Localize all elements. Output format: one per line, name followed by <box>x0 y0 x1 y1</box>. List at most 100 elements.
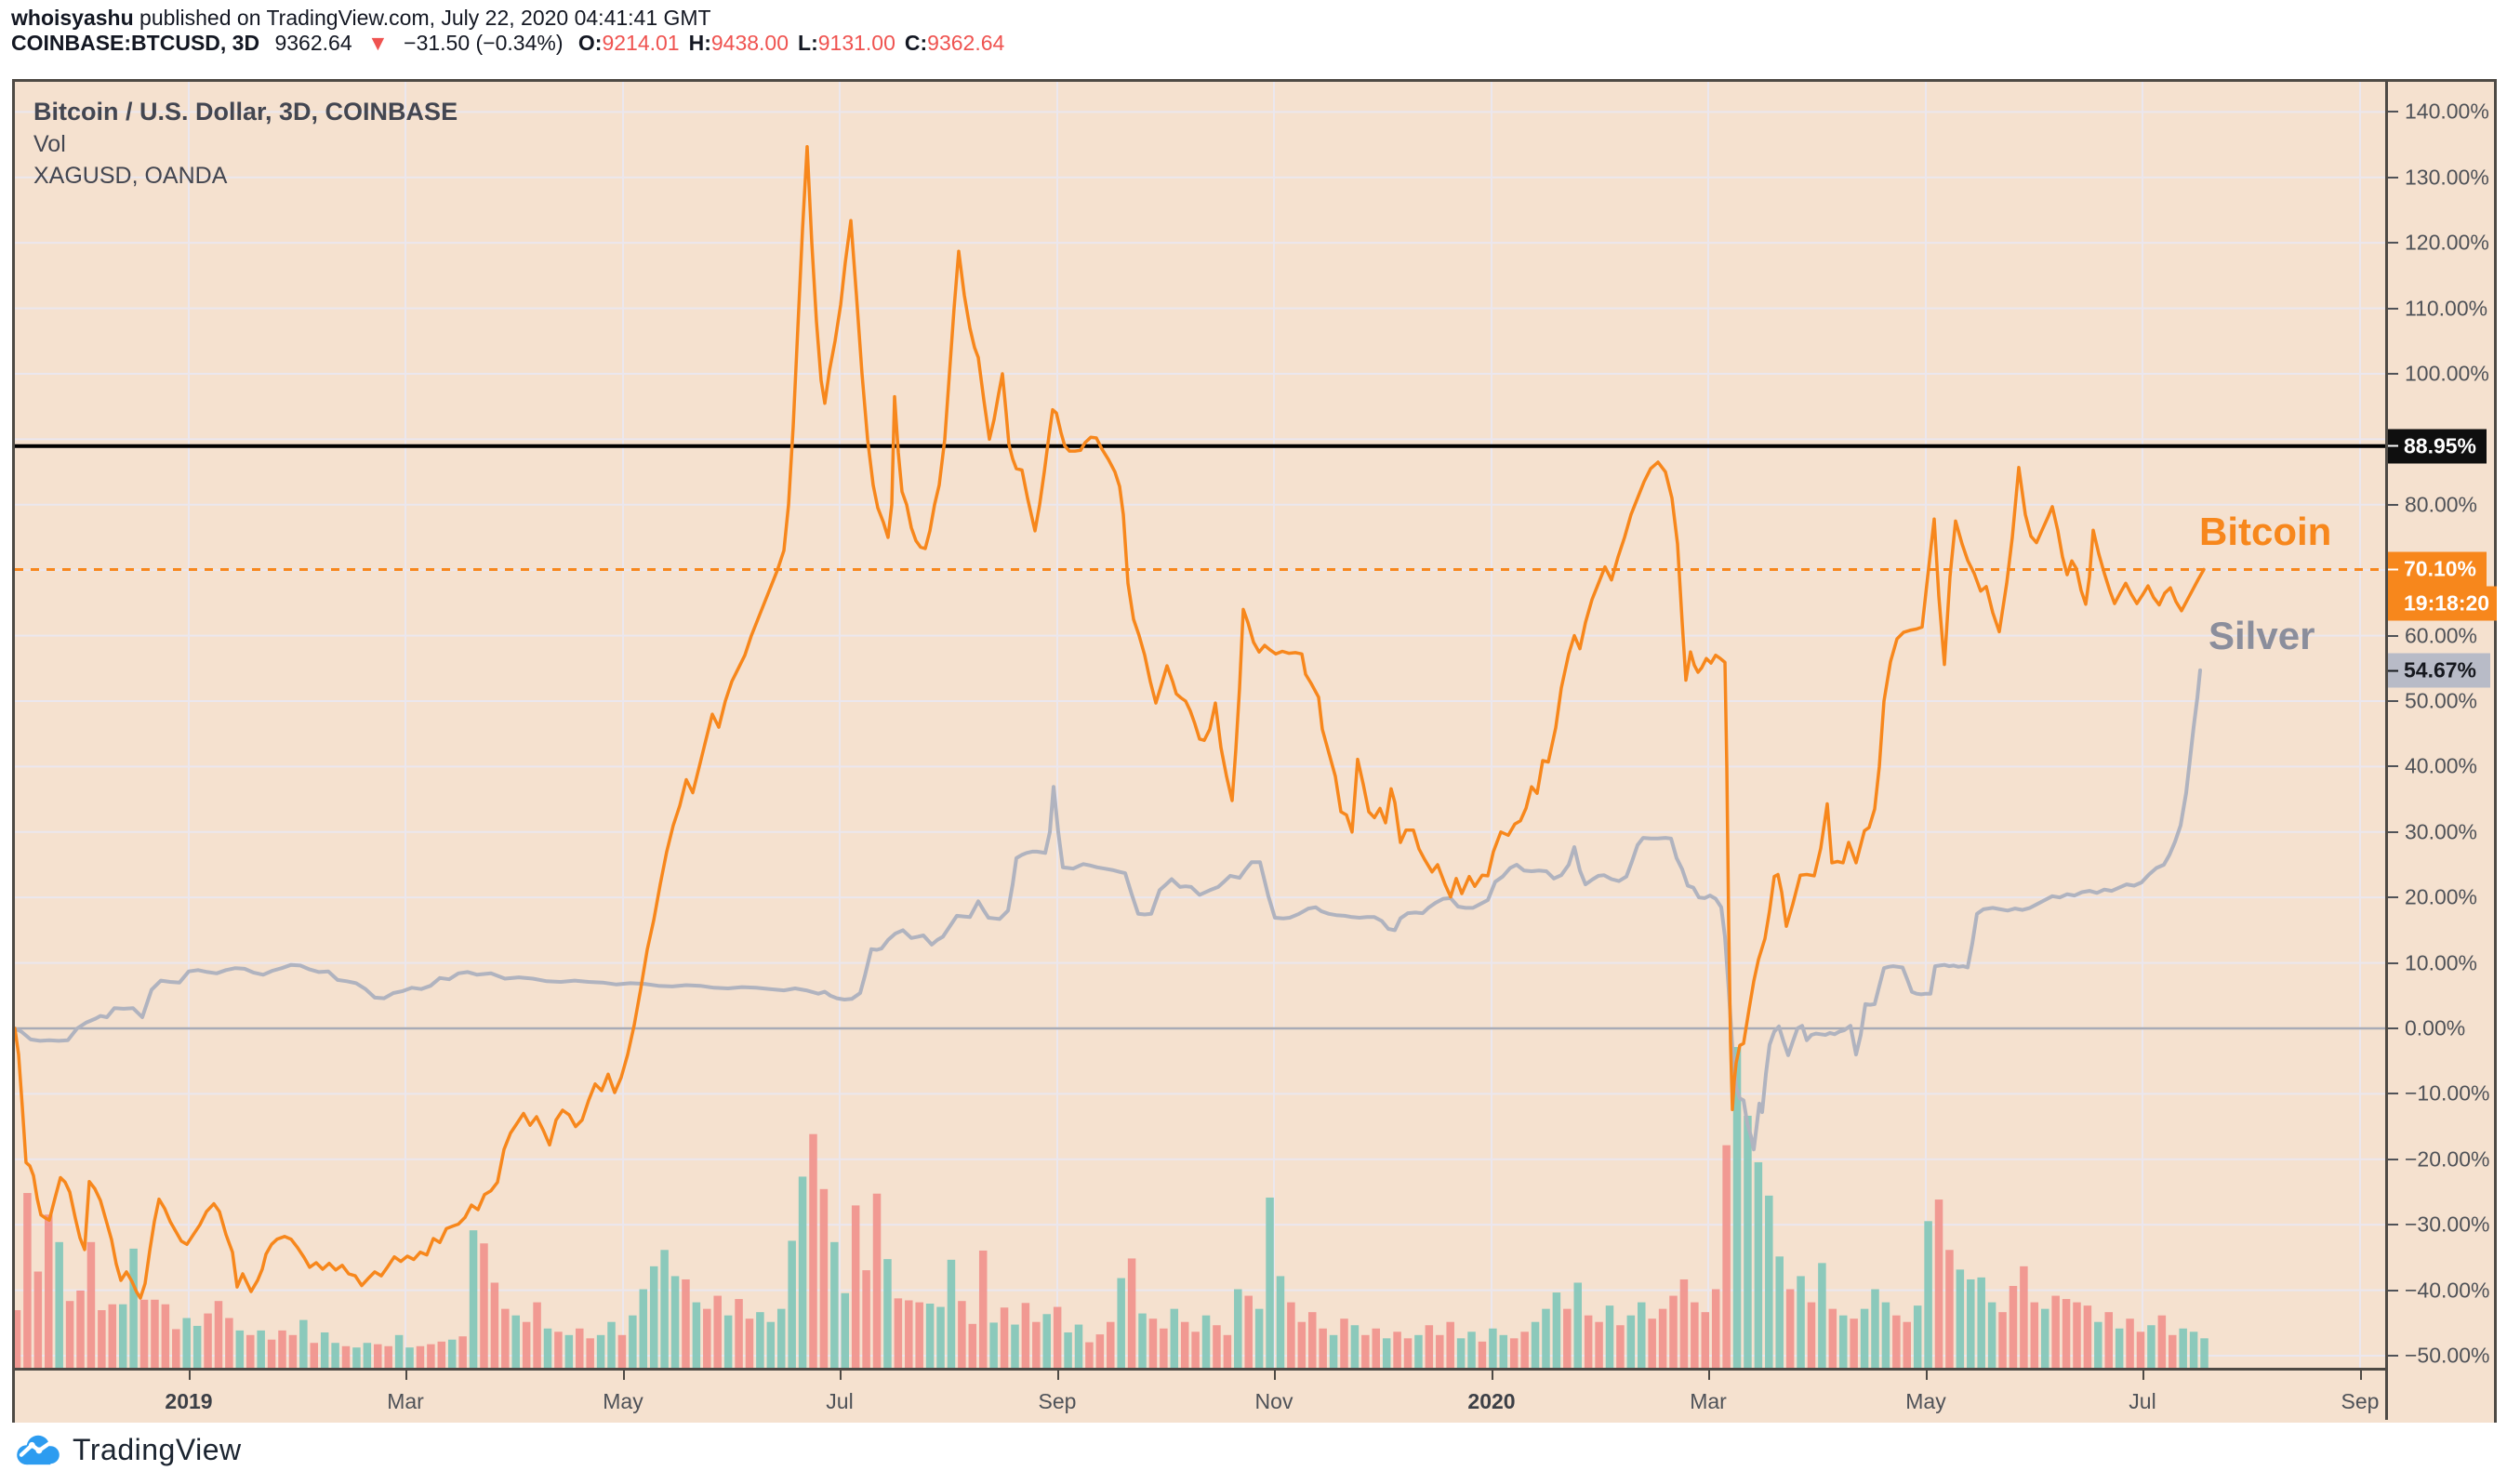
bar-countdown: 19:18:20 <box>2388 586 2497 621</box>
volume-bar-up <box>607 1321 616 1368</box>
chart-canvas[interactable] <box>15 82 2385 1368</box>
volume-bar-down <box>1053 1306 1062 1368</box>
volume-bar-up <box>1626 1315 1636 1368</box>
volume-bar-down <box>1403 1338 1413 1368</box>
price-axis-tick-label: 20.00% <box>2405 884 2478 909</box>
time-axis-month-label: Jul <box>826 1389 854 1413</box>
volume-bar-up <box>2147 1325 2155 1368</box>
volume-bar-up <box>1871 1289 1879 1368</box>
volume-bar-up <box>1797 1276 1805 1368</box>
volume-bar-up <box>394 1334 404 1368</box>
volume-bar-down <box>1287 1302 1295 1368</box>
legend-volume-study: Vol <box>33 131 66 157</box>
volume-bar-down <box>851 1205 860 1368</box>
volume-bar-up <box>1329 1334 1338 1368</box>
volume-bar-up <box>564 1334 574 1368</box>
volume-bar-down <box>1213 1325 1221 1368</box>
volume-bar-down <box>161 1304 170 1368</box>
volume-bar-down <box>1160 1328 1168 1368</box>
volume-bar-up <box>1170 1308 1179 1368</box>
time-tick-mark <box>1492 1371 1493 1380</box>
price-tick-mark <box>2388 503 2398 506</box>
price-axis-tick-label: −10.00% <box>2405 1080 2490 1106</box>
volume-bar-up <box>405 1347 414 1368</box>
ohlc-value: 9438.00 <box>710 31 789 55</box>
volume-bar-down <box>108 1304 117 1368</box>
chart-plot-area[interactable] <box>15 82 2385 1368</box>
price-axis[interactable]: 140.00% 130.00% 120.00% 110.00% 100.00% 80.00… <box>2385 82 2497 1420</box>
volume-bar-up <box>1754 1161 1763 1368</box>
time-tick-mark <box>189 1371 191 1380</box>
legend-main-symbol: Bitcoin / U.S. Dollar, 3D, COINBASE <box>33 98 458 126</box>
time-axis-month-label: Jul <box>2129 1389 2156 1413</box>
price-axis-tick-label: 40.00% <box>2405 753 2478 778</box>
chart-legend: Bitcoin / U.S. Dollar, 3D, COINBASE Vol … <box>33 95 458 192</box>
volume-bar-down <box>65 1301 74 1368</box>
volume-bar-down <box>2009 1286 2018 1368</box>
volume-bar-up <box>1638 1302 1646 1368</box>
volume-bar-up <box>55 1241 63 1368</box>
volume-bar-down <box>1850 1318 1858 1368</box>
volume-bar-up <box>129 1248 138 1368</box>
volume-bar-down <box>374 1344 382 1368</box>
time-axis[interactable]: 2019 Mar May Jul Sep Nov 2020 Mar May Jul Sep <box>15 1368 2494 1423</box>
volume-bar-down <box>245 1334 255 1368</box>
price-tick-mark <box>2388 1354 2398 1357</box>
volume-bar-down <box>2083 1305 2092 1368</box>
volume-bar-down <box>2169 1334 2177 1368</box>
volume-bar-up <box>2189 1332 2198 1368</box>
publish-byline: whoisyashu published on TradingView.com,… <box>11 6 711 31</box>
tradingview-branding[interactable]: TradingView <box>13 1432 242 1467</box>
volume-bar-down <box>1903 1321 1912 1368</box>
volume-bar-up <box>543 1328 552 1368</box>
volume-bar-down <box>2062 1299 2071 1368</box>
volume-bar-down <box>1701 1312 1710 1368</box>
volume-bar-up <box>1042 1314 1051 1368</box>
volume-bar-down <box>1658 1308 1667 1368</box>
volume-bar-up <box>1499 1334 1508 1368</box>
time-tick-mark <box>1926 1371 1928 1380</box>
volume-bar-down <box>1223 1334 1232 1368</box>
volume-bar-up <box>692 1302 701 1368</box>
volume-bar-up <box>1456 1338 1466 1368</box>
volume-bar-up <box>469 1230 478 1368</box>
volume-bar-up <box>1987 1302 1996 1368</box>
price-label-box-gray: 54.67% <box>2388 653 2490 688</box>
volume-bar-down <box>2136 1332 2145 1368</box>
ticker-status-line: COINBASE:BTCUSD, 3D 9362.64 ▼ −31.50 (−0… <box>11 31 1004 56</box>
price-tick-mark <box>2388 1093 2398 1095</box>
volume-bar-down <box>225 1318 233 1368</box>
volume-bar-up <box>192 1325 202 1368</box>
volume-bar-down <box>576 1328 584 1368</box>
volume-bar-down <box>278 1330 286 1368</box>
volume-bar-up <box>596 1334 605 1368</box>
volume-bar-down <box>384 1345 392 1368</box>
volume-bar-up <box>1467 1332 1476 1368</box>
username: whoisyashu <box>11 6 134 30</box>
volume-bar-up <box>1489 1328 1497 1368</box>
volume-bar-up <box>1117 1278 1125 1368</box>
volume-bar-up <box>1765 1195 1773 1368</box>
price-tick-mark <box>2388 176 2398 179</box>
ohlc-value: 9362.64 <box>927 31 1005 55</box>
volume-bar-down <box>586 1338 594 1368</box>
price-axis-tick-label: 10.00% <box>2405 950 2478 975</box>
volume-bar-down <box>1425 1325 1434 1368</box>
volume-bar-down <box>1180 1321 1189 1368</box>
volume-bar-up <box>235 1330 245 1368</box>
volume-bar-down <box>1127 1258 1136 1368</box>
volume-bar-down <box>872 1193 882 1368</box>
volume-bar-down <box>745 1318 754 1368</box>
price-tick-mark <box>2388 634 2398 637</box>
volume-bar-down <box>480 1243 488 1368</box>
volume-bar-down <box>437 1341 446 1368</box>
ohlc-values: O:9214.01 H:9438.00 L:9131.00 C:9362.64 <box>569 31 1004 55</box>
brand-name: TradingView <box>73 1432 242 1466</box>
volume-bar-down <box>1446 1321 1454 1368</box>
ohlc-key: H: <box>688 31 711 55</box>
price-axis-tick-label: 50.00% <box>2405 688 2478 713</box>
volume-bar-down <box>533 1302 541 1368</box>
volume-bar-up <box>766 1321 776 1368</box>
volume-bar-up <box>1913 1305 1922 1368</box>
